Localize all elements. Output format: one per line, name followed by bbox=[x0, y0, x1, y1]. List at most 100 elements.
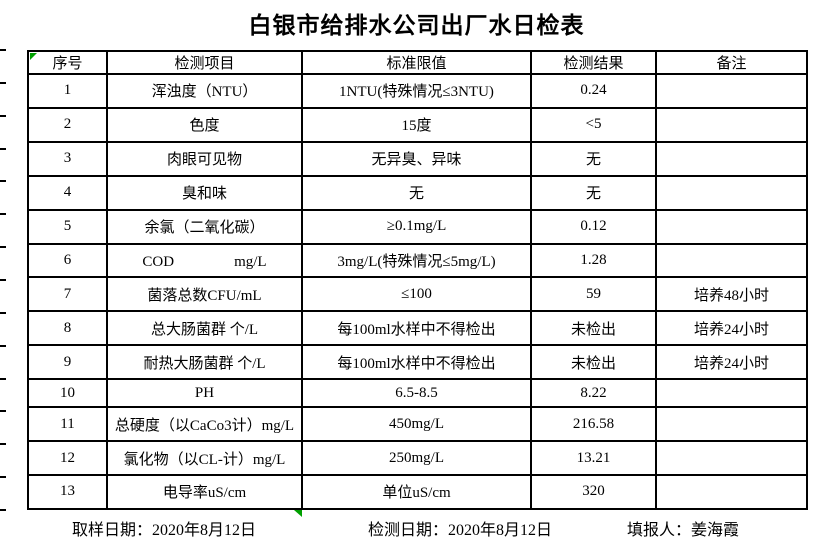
limit-cell[interactable]: 6.5-8.5 bbox=[301, 378, 532, 409]
table-row: 8 总大肠菌群 个/L 每100ml水样中不得检出 未检出 培养24小时 bbox=[27, 310, 808, 347]
row-number-cell[interactable]: 13 bbox=[27, 473, 108, 511]
header-row: 序号 检测项目 标准限值 检测结果 备注 bbox=[27, 50, 808, 75]
limit-cell[interactable]: ≤100 bbox=[301, 276, 532, 313]
item-cell[interactable]: 色度 bbox=[106, 106, 303, 143]
table-row: 1 浑浊度（NTU） 1NTU(特殊情况≤3NTU) 0.24 bbox=[27, 73, 808, 109]
limit-cell[interactable]: ≥0.1mg/L bbox=[301, 208, 532, 245]
row-gridline-tick bbox=[0, 180, 6, 182]
limit-cell[interactable]: 无异臭、异味 bbox=[301, 140, 532, 177]
column-header-limit[interactable]: 标准限值 bbox=[301, 50, 532, 75]
result-cell[interactable]: 1.28 bbox=[530, 242, 657, 279]
row-number-cell[interactable]: 1 bbox=[27, 73, 108, 109]
note-cell[interactable] bbox=[655, 174, 808, 211]
result-cell[interactable]: 320 bbox=[530, 473, 657, 511]
result-cell[interactable]: 216.58 bbox=[530, 406, 657, 443]
limit-cell[interactable]: 1NTU(特殊情况≤3NTU) bbox=[301, 73, 532, 109]
limit-cell[interactable]: 每100ml水样中不得检出 bbox=[301, 344, 532, 381]
row-number-cell[interactable]: 10 bbox=[27, 378, 108, 409]
result-cell[interactable]: <5 bbox=[530, 106, 657, 143]
result-cell[interactable]: 59 bbox=[530, 276, 657, 313]
result-cell[interactable]: 无 bbox=[530, 174, 657, 211]
row-gridline-tick bbox=[0, 378, 6, 380]
result-cell[interactable]: 未检出 bbox=[530, 310, 657, 347]
row-number-cell[interactable]: 11 bbox=[27, 406, 108, 443]
note-cell[interactable] bbox=[655, 140, 808, 177]
testing-date-label: 检测日期：2020年8月12日 bbox=[368, 522, 553, 539]
row-number-cell[interactable]: 9 bbox=[27, 344, 108, 381]
note-cell[interactable] bbox=[655, 473, 808, 511]
note-cell[interactable] bbox=[655, 378, 808, 409]
item-cell[interactable]: 总大肠菌群 个/L bbox=[106, 310, 303, 347]
row-gridline-tick bbox=[0, 312, 6, 314]
column-header-item[interactable]: 检测项目 bbox=[106, 50, 303, 75]
row-gridline-tick bbox=[0, 279, 6, 281]
row-gridline-tick bbox=[0, 509, 6, 511]
row-gridline-tick bbox=[0, 115, 6, 117]
result-cell[interactable]: 0.12 bbox=[530, 208, 657, 245]
table-row: 11 总硬度（以CaCo3计）mg/L 450mg/L 216.58 bbox=[27, 406, 808, 443]
row-number-cell[interactable]: 12 bbox=[27, 440, 108, 476]
row-gridline-tick bbox=[0, 246, 6, 248]
note-cell[interactable] bbox=[655, 73, 808, 109]
table-row: 3 肉眼可见物 无异臭、异味无 bbox=[27, 140, 808, 177]
row-gridline-tick bbox=[0, 476, 6, 478]
table-row: 7 菌落总数CFU/mL ≤100 59 培养48小时 bbox=[27, 276, 808, 313]
page-title: 白银市给排水公司出厂水日检表 bbox=[248, 13, 585, 38]
result-cell[interactable]: 无 bbox=[530, 140, 657, 177]
row-gridline-tick bbox=[0, 410, 6, 412]
note-cell[interactable] bbox=[655, 242, 808, 279]
limit-cell[interactable]: 15度 bbox=[301, 106, 532, 143]
result-cell[interactable]: 8.22 bbox=[530, 378, 657, 409]
row-number-cell[interactable]: 2 bbox=[27, 106, 108, 143]
row-gridline-tick bbox=[0, 213, 6, 215]
item-cell[interactable]: 电导率uS/cm bbox=[106, 473, 303, 511]
table-row: 13 电导率uS/cm 单位uS/cm 320 bbox=[27, 473, 808, 511]
limit-cell[interactable]: 单位uS/cm bbox=[301, 473, 532, 511]
limit-cell[interactable]: 无 bbox=[301, 174, 532, 211]
item-cell[interactable]: 耐热大肠菌群 个/L bbox=[106, 344, 303, 381]
table-row: 12 氯化物（以CL-计）mg/L 250mg/L 13.21 bbox=[27, 440, 808, 476]
column-header-no[interactable]: 序号 bbox=[27, 50, 108, 75]
result-cell[interactable]: 未检出 bbox=[530, 344, 657, 381]
item-cell[interactable]: 菌落总数CFU/mL bbox=[106, 276, 303, 313]
row-number-cell[interactable]: 7 bbox=[27, 276, 108, 313]
result-cell[interactable]: 13.21 bbox=[530, 440, 657, 476]
row-number-cell[interactable]: 3 bbox=[27, 140, 108, 177]
limit-cell[interactable]: 250mg/L bbox=[301, 440, 532, 476]
item-cell[interactable]: 氯化物（以CL-计）mg/L bbox=[106, 440, 303, 476]
note-cell[interactable] bbox=[655, 208, 808, 245]
limit-cell[interactable]: 每100ml水样中不得检出 bbox=[301, 310, 532, 347]
cell-marker-icon bbox=[294, 510, 302, 517]
table-row: 5 余氯（二氧化碳） ≥0.1mg/L 0.12 bbox=[27, 208, 808, 245]
table-row: 6 COD mg/L 3mg/L(特殊情况≤5mg/L) 1.28 bbox=[27, 242, 808, 279]
item-cell[interactable]: 肉眼可见物 bbox=[106, 140, 303, 177]
note-cell[interactable] bbox=[655, 440, 808, 476]
limit-cell[interactable]: 450mg/L bbox=[301, 406, 532, 443]
row-number-cell[interactable]: 4 bbox=[27, 174, 108, 211]
sampling-date-label: 取样日期：2020年8月12日 bbox=[72, 522, 257, 539]
row-gridline-tick bbox=[0, 345, 6, 347]
table-row: 9 耐热大肠菌群 个/L 每100ml水样中不得检出 未检出 培养24小时 bbox=[27, 344, 808, 381]
note-cell[interactable] bbox=[655, 106, 808, 143]
item-cell[interactable]: 臭和味 bbox=[106, 174, 303, 211]
note-cell[interactable]: 培养24小时 bbox=[655, 310, 808, 347]
row-gridline-tick bbox=[0, 443, 6, 445]
item-cell[interactable]: 总硬度（以CaCo3计）mg/L bbox=[106, 406, 303, 443]
item-cell[interactable]: PH bbox=[106, 378, 303, 409]
inspection-table: 序号 检测项目 标准限值 检测结果 备注 1 浑浊度（NTU） 1NTU(特殊情况≤… bbox=[27, 50, 808, 511]
column-header-note[interactable]: 备注 bbox=[655, 50, 808, 75]
column-header-result[interactable]: 检测结果 bbox=[530, 50, 657, 75]
row-gridline-tick bbox=[0, 148, 6, 150]
note-cell[interactable]: 培养24小时 bbox=[655, 344, 808, 381]
result-cell[interactable]: 0.24 bbox=[530, 73, 657, 109]
row-number-cell[interactable]: 8 bbox=[27, 310, 108, 347]
row-gridline-tick bbox=[0, 49, 6, 51]
note-cell[interactable]: 培养48小时 bbox=[655, 276, 808, 313]
item-cell[interactable]: COD mg/L bbox=[106, 242, 303, 279]
limit-cell[interactable]: 3mg/L(特殊情况≤5mg/L) bbox=[301, 242, 532, 279]
row-number-cell[interactable]: 5 bbox=[27, 208, 108, 245]
item-cell[interactable]: 浑浊度（NTU） bbox=[106, 73, 303, 109]
item-cell[interactable]: 余氯（二氧化碳） bbox=[106, 208, 303, 245]
row-number-cell[interactable]: 6 bbox=[27, 242, 108, 279]
note-cell[interactable] bbox=[655, 406, 808, 443]
